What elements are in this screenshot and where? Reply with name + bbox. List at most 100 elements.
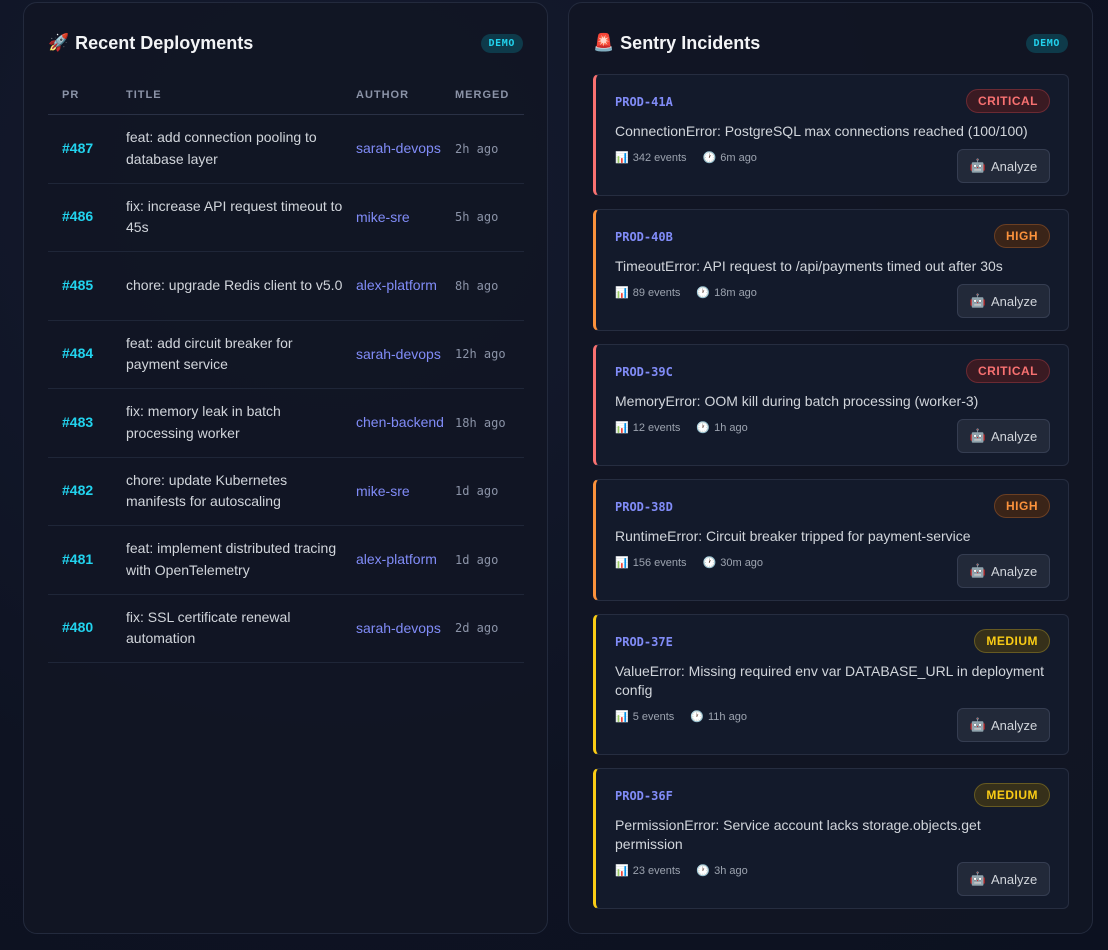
incident-card[interactable]: PROD-38D HIGH RuntimeError: Circuit breake… — [593, 479, 1069, 601]
analyze-button[interactable]: 🤖 Analyze — [957, 149, 1050, 183]
clock-icon: 🕐 — [702, 557, 717, 569]
analyze-label: Analyze — [990, 563, 1038, 579]
table-row: #484 feat: add circuit breaker for paymen… — [48, 321, 524, 389]
table-header: PR TITLE AUTHOR MERGED — [48, 75, 524, 115]
incident-message: ValueError: Missing required env var DAT… — [615, 663, 1044, 698]
event-count: 23 events — [632, 864, 681, 877]
pr-author-link[interactable]: mike-sre — [356, 482, 410, 499]
deployments-panel: 🚀 Recent Deployments DEMO PR TITLE AUTHO… — [23, 2, 548, 934]
incident-id[interactable]: PROD-36F — [615, 789, 673, 803]
robot-icon: 🤖 — [969, 428, 986, 443]
incident-meta: 📊 89 events 🕐 18m ago — [615, 286, 757, 300]
pr-merged-time: 2h ago — [455, 141, 499, 156]
table-row: #486 fix: increase API request timeout to… — [48, 184, 524, 252]
incident-message: RuntimeError: Circuit breaker tripped fo… — [615, 528, 971, 544]
pr-title: feat: implement distributed tracing with… — [126, 540, 337, 578]
incident-message: MemoryError: OOM kill during batch proce… — [615, 393, 979, 409]
pr-merged-time: 18h ago — [455, 415, 506, 430]
analyze-label: Analyze — [990, 871, 1038, 887]
pr-merged-time: 5h ago — [455, 210, 499, 225]
analyze-label: Analyze — [990, 428, 1038, 444]
pr-link[interactable]: #484 — [62, 345, 94, 362]
pr-author-link[interactable]: chen-backend — [356, 414, 444, 430]
pr-link[interactable]: #487 — [62, 139, 94, 156]
analyze-button[interactable]: 🤖 Analyze — [957, 862, 1050, 896]
pr-author-link[interactable]: sarah-devops — [356, 345, 441, 362]
severity-badge: HIGH — [994, 224, 1050, 248]
analyze-button[interactable]: 🤖 Analyze — [957, 554, 1050, 588]
pr-title: chore: upgrade Redis client to v5.0 — [126, 277, 343, 293]
incident-meta: 📊 342 events 🕐 6m ago — [615, 151, 757, 165]
severity-badge: CRITICAL — [966, 359, 1050, 383]
severity-badge: MEDIUM — [974, 783, 1050, 807]
incident-id[interactable]: PROD-41A — [615, 95, 673, 109]
table-row: #480 fix: SSL certificate renewal automat… — [48, 595, 524, 663]
incident-message: TimeoutError: API request to /api/paymen… — [615, 258, 1003, 274]
incident-id[interactable]: PROD-38D — [615, 500, 673, 514]
pr-link[interactable]: #483 — [62, 413, 94, 430]
incident-message: ConnectionError: PostgreSQL max connecti… — [615, 123, 1028, 139]
pr-title: feat: add circuit breaker for payment se… — [126, 334, 293, 373]
table-body: #487 feat: add connection pooling to data… — [48, 115, 524, 663]
pr-link[interactable]: #486 — [62, 208, 94, 225]
deployments-table: PR TITLE AUTHOR MERGED #487 feat: add con… — [48, 75, 524, 663]
incidents-header: 🚨 Sentry Incidents DEMO — [593, 30, 1068, 56]
pr-title: feat: add connection pooling to database… — [126, 129, 317, 167]
pr-merged-time: 1d ago — [455, 484, 499, 499]
pr-link[interactable]: #481 — [62, 550, 94, 567]
incident-card[interactable]: PROD-39C CRITICAL MemoryError: OOM kill du… — [593, 344, 1069, 466]
incident-meta: 📊 12 events 🕐 1h ago — [615, 421, 748, 435]
pr-author-link[interactable]: alex-platform — [356, 551, 437, 567]
incident-id[interactable]: PROD-40B — [615, 230, 673, 244]
incident-time: 18m ago — [714, 286, 757, 299]
pr-author-link[interactable]: sarah-devops — [356, 619, 441, 636]
bar-chart-icon: 📊 — [615, 557, 629, 569]
column-header-title: TITLE — [126, 88, 162, 101]
incident-id[interactable]: PROD-39C — [615, 365, 673, 379]
event-count: 89 events — [632, 286, 681, 299]
pr-link[interactable]: #482 — [62, 482, 94, 499]
incident-card[interactable]: PROD-40B HIGH TimeoutError: API request to… — [593, 209, 1069, 331]
analyze-label: Analyze — [990, 293, 1038, 309]
clock-icon: 🕐 — [702, 152, 717, 164]
pr-author-link[interactable]: sarah-devops — [356, 140, 441, 156]
bar-chart-icon: 📊 — [615, 865, 629, 877]
bar-chart-icon: 📊 — [615, 422, 629, 434]
incident-time: 6m ago — [720, 151, 757, 164]
clock-icon: 🕐 — [696, 422, 711, 434]
incident-card[interactable]: PROD-41A CRITICAL ConnectionError: Postgre… — [593, 74, 1069, 196]
incident-card[interactable]: PROD-37E MEDIUM ValueError: Missing requir… — [593, 614, 1069, 755]
clock-icon: 🕐 — [696, 865, 711, 877]
robot-icon: 🤖 — [969, 158, 986, 173]
pr-author-link[interactable]: mike-sre — [356, 208, 410, 225]
demo-badge: DEMO — [480, 33, 523, 53]
analyze-button[interactable]: 🤖 Analyze — [957, 419, 1050, 453]
severity-badge: MEDIUM — [974, 629, 1050, 653]
event-count: 12 events — [632, 421, 681, 434]
incident-time: 3h ago — [714, 864, 748, 877]
table-row: #487 feat: add connection pooling to data… — [48, 115, 524, 184]
severity-badge: CRITICAL — [966, 89, 1050, 113]
incident-card[interactable]: PROD-36F MEDIUM PermissionError: Service a… — [593, 768, 1069, 909]
column-header-author: AUTHOR — [356, 88, 410, 101]
table-row: #483 fix: memory leak in batch processing… — [48, 389, 524, 458]
column-header-pr: PR — [62, 88, 80, 101]
pr-link[interactable]: #485 — [62, 276, 94, 293]
analyze-label: Analyze — [990, 158, 1038, 174]
severity-badge: HIGH — [994, 494, 1050, 518]
bar-chart-icon: 📊 — [615, 287, 629, 299]
analyze-button[interactable]: 🤖 Analyze — [957, 284, 1050, 318]
pr-link[interactable]: #480 — [62, 619, 94, 636]
pr-title: fix: SSL certificate renewal automation — [126, 608, 291, 647]
bar-chart-icon: 📊 — [615, 711, 629, 723]
analyze-button[interactable]: 🤖 Analyze — [957, 708, 1050, 742]
pr-merged-time: 2d ago — [455, 621, 499, 636]
clock-icon: 🕐 — [690, 711, 704, 723]
incident-id[interactable]: PROD-37E — [615, 635, 673, 649]
clock-icon: 🕐 — [696, 287, 711, 299]
deployments-header: 🚀 Recent Deployments DEMO — [48, 30, 523, 56]
robot-icon: 🤖 — [969, 871, 986, 886]
column-header-merged: MERGED — [455, 88, 510, 101]
pr-author-link[interactable]: alex-platform — [356, 277, 437, 293]
robot-icon: 🤖 — [969, 563, 986, 578]
